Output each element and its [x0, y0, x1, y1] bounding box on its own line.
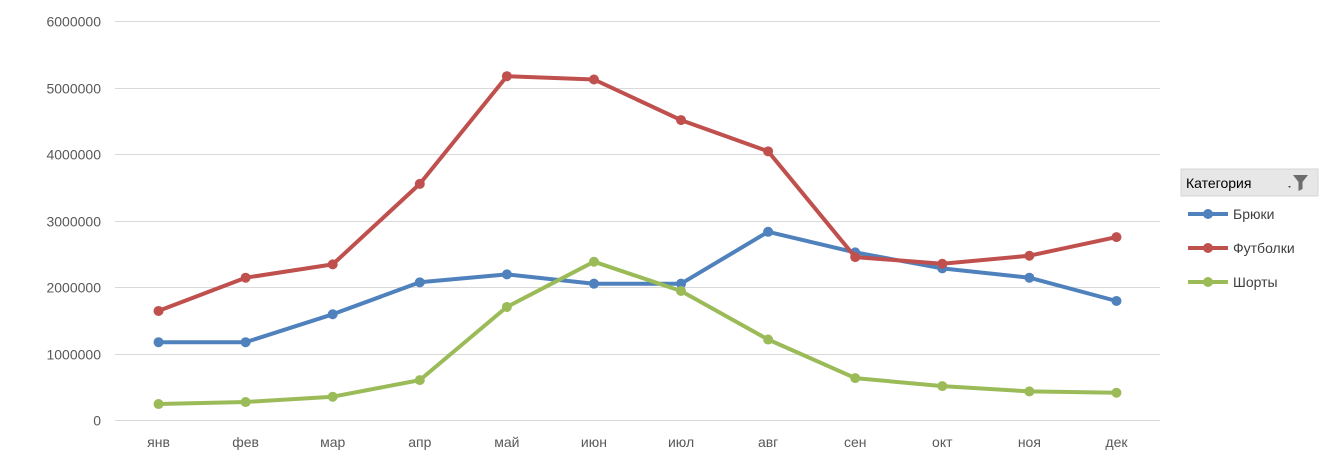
- series-2: [153, 71, 1122, 316]
- data-point: [501, 71, 512, 82]
- data-point: [327, 259, 338, 270]
- data-point: [676, 285, 687, 296]
- legend-items: Брюки Футболки Шорты: [1188, 206, 1295, 290]
- y-tick-label: 6000000: [46, 14, 101, 30]
- data-point: [240, 272, 251, 283]
- data-point: [327, 309, 338, 320]
- series-line: [156, 74, 1119, 313]
- data-point: [153, 337, 164, 348]
- x-tick-label: ноя: [1018, 434, 1041, 450]
- data-point: [937, 258, 948, 269]
- series-3: [153, 256, 1122, 410]
- data-point: [1111, 295, 1122, 306]
- data-point: [327, 391, 338, 402]
- legend-label: Футболки: [1233, 240, 1295, 256]
- legend-marker: [1203, 209, 1213, 219]
- data-point: [937, 381, 948, 392]
- series-line: [156, 229, 1119, 345]
- data-point: [588, 74, 599, 85]
- data-point: [240, 337, 251, 348]
- legend-title: Категория: [1186, 175, 1251, 191]
- legend-filter-header[interactable]: [1180, 168, 1319, 197]
- x-tick-label: фев: [232, 434, 259, 450]
- data-point: [414, 178, 425, 189]
- data-point: [240, 397, 251, 408]
- x-tick-label: апр: [408, 434, 431, 450]
- legend-label: Брюки: [1233, 206, 1274, 222]
- data-point: [501, 269, 512, 280]
- data-point: [763, 146, 774, 157]
- legend-marker: [1203, 243, 1213, 253]
- y-tick-label: 2000000: [46, 280, 101, 296]
- filter-dropdown-icon[interactable]: [1288, 175, 1308, 191]
- data-point: [763, 334, 774, 345]
- y-axis-ticks: 0 1000000 2000000 3000000 4000000 5000000 6000…: [46, 14, 101, 429]
- data-point: [414, 375, 425, 386]
- legend: Категория Брюки Футболки Шорты: [1180, 168, 1319, 290]
- gridlines: [115, 21, 1160, 421]
- x-tick-label: июл: [668, 434, 694, 450]
- data-point: [501, 301, 512, 312]
- y-tick-label: 1000000: [46, 347, 101, 363]
- x-tick-label: июн: [581, 434, 607, 450]
- data-point: [1024, 250, 1035, 261]
- data-point: [153, 305, 164, 316]
- x-tick-label: май: [494, 434, 519, 450]
- series-lines: [153, 71, 1122, 410]
- y-tick-label: 0: [93, 413, 101, 429]
- x-tick-label: дек: [1105, 434, 1128, 450]
- data-point: [588, 278, 599, 289]
- data-point: [1024, 386, 1035, 397]
- data-point: [1024, 272, 1035, 283]
- x-tick-label: янв: [147, 434, 170, 450]
- data-point: [1111, 387, 1122, 398]
- legend-marker: [1203, 277, 1213, 287]
- data-point: [676, 115, 687, 126]
- data-point: [588, 256, 599, 267]
- y-tick-label: 3000000: [46, 214, 101, 230]
- legend-label: Шорты: [1233, 274, 1278, 290]
- data-point: [850, 373, 861, 384]
- x-tick-label: авг: [758, 434, 778, 450]
- data-point: [850, 252, 861, 263]
- x-tick-label: мар: [320, 434, 345, 450]
- x-tick-label: сен: [844, 434, 867, 450]
- x-axis-ticks: янв фев мар апр май июн июл авг сен окт ноя дек: [147, 434, 1128, 450]
- x-tick-label: окт: [932, 434, 953, 450]
- data-point: [676, 278, 687, 289]
- data-point: [414, 277, 425, 288]
- y-tick-label: 4000000: [46, 147, 101, 163]
- y-tick-label: 5000000: [46, 81, 101, 97]
- series-line: [156, 259, 1119, 406]
- data-point: [1111, 232, 1122, 243]
- data-point: [153, 399, 164, 410]
- data-point: [763, 226, 774, 237]
